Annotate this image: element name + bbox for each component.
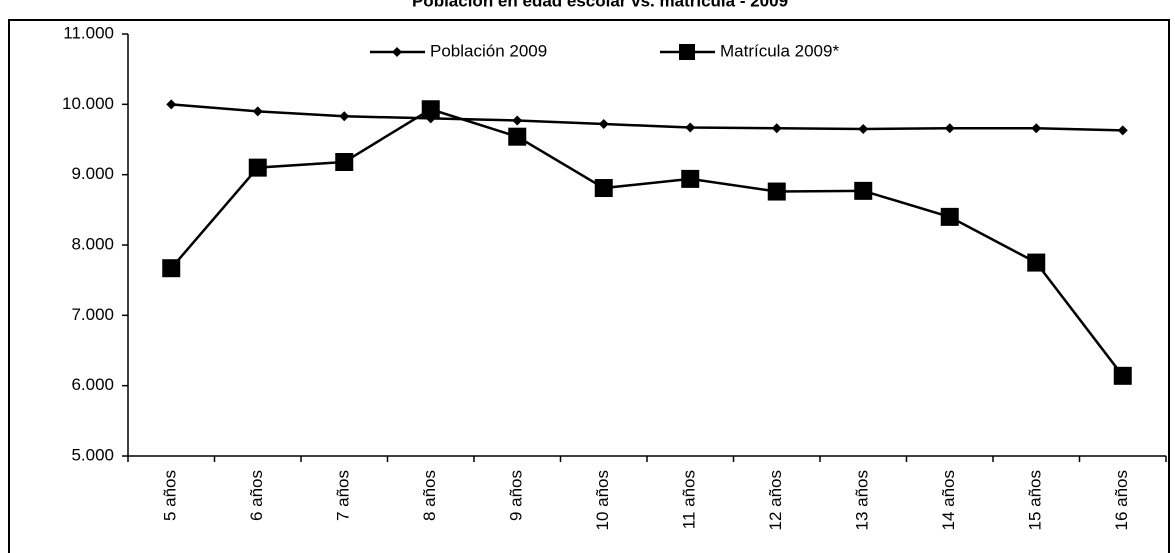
point [512,115,523,126]
x-tick-label: 9 años [507,470,526,521]
legend-label: Matrícula 2009* [720,41,839,60]
point [940,207,959,226]
point [421,100,440,119]
chart-title: Población en edad escolar vs. matrícula … [412,0,788,10]
point [1113,366,1132,385]
point [1027,253,1046,272]
x-tick-label: 11 años [680,470,699,529]
y-tick-label: 8.000 [71,234,114,253]
point [858,123,869,134]
line [170,107,1124,377]
y-tick-label: 11.000 [63,23,114,42]
point [166,99,177,110]
point [339,111,350,122]
point [944,123,955,134]
y-tick-label: 9.000 [71,164,114,183]
point [335,153,354,172]
x-tick-label: 10 años [593,470,612,531]
point [162,259,181,278]
y-tick-label: 7.000 [71,305,114,324]
y-tick-label: 5.000 [71,445,114,464]
point [854,181,873,200]
x-tick-label: 8 años [420,470,439,521]
x-tick-label: 5 años [161,470,180,521]
point [508,127,527,146]
point [248,158,267,177]
y-tick-label: 10.000 [62,94,114,113]
x-tick-label: 16 años [1112,470,1131,531]
x-tick-label: 14 años [939,470,958,531]
point [252,106,263,117]
legend-marker [392,47,402,57]
point [594,179,613,198]
y-tick-label: 6.000 [71,375,114,394]
x-tick-label: 6 años [247,470,266,521]
point [598,119,609,130]
x-tick-label: 13 años [853,470,872,531]
x-tick-label: 12 años [766,470,785,531]
point [771,123,782,134]
legend-marker [679,44,695,60]
point [767,182,786,201]
point [681,169,700,188]
legend-label: Población 2009 [430,41,547,60]
point [685,122,696,133]
line [171,103,1123,132]
x-tick-label: 15 años [1026,470,1045,531]
x-tick-label: 7 años [334,470,353,521]
chart-border [8,19,1170,553]
point [1117,125,1128,136]
point [1031,123,1042,134]
